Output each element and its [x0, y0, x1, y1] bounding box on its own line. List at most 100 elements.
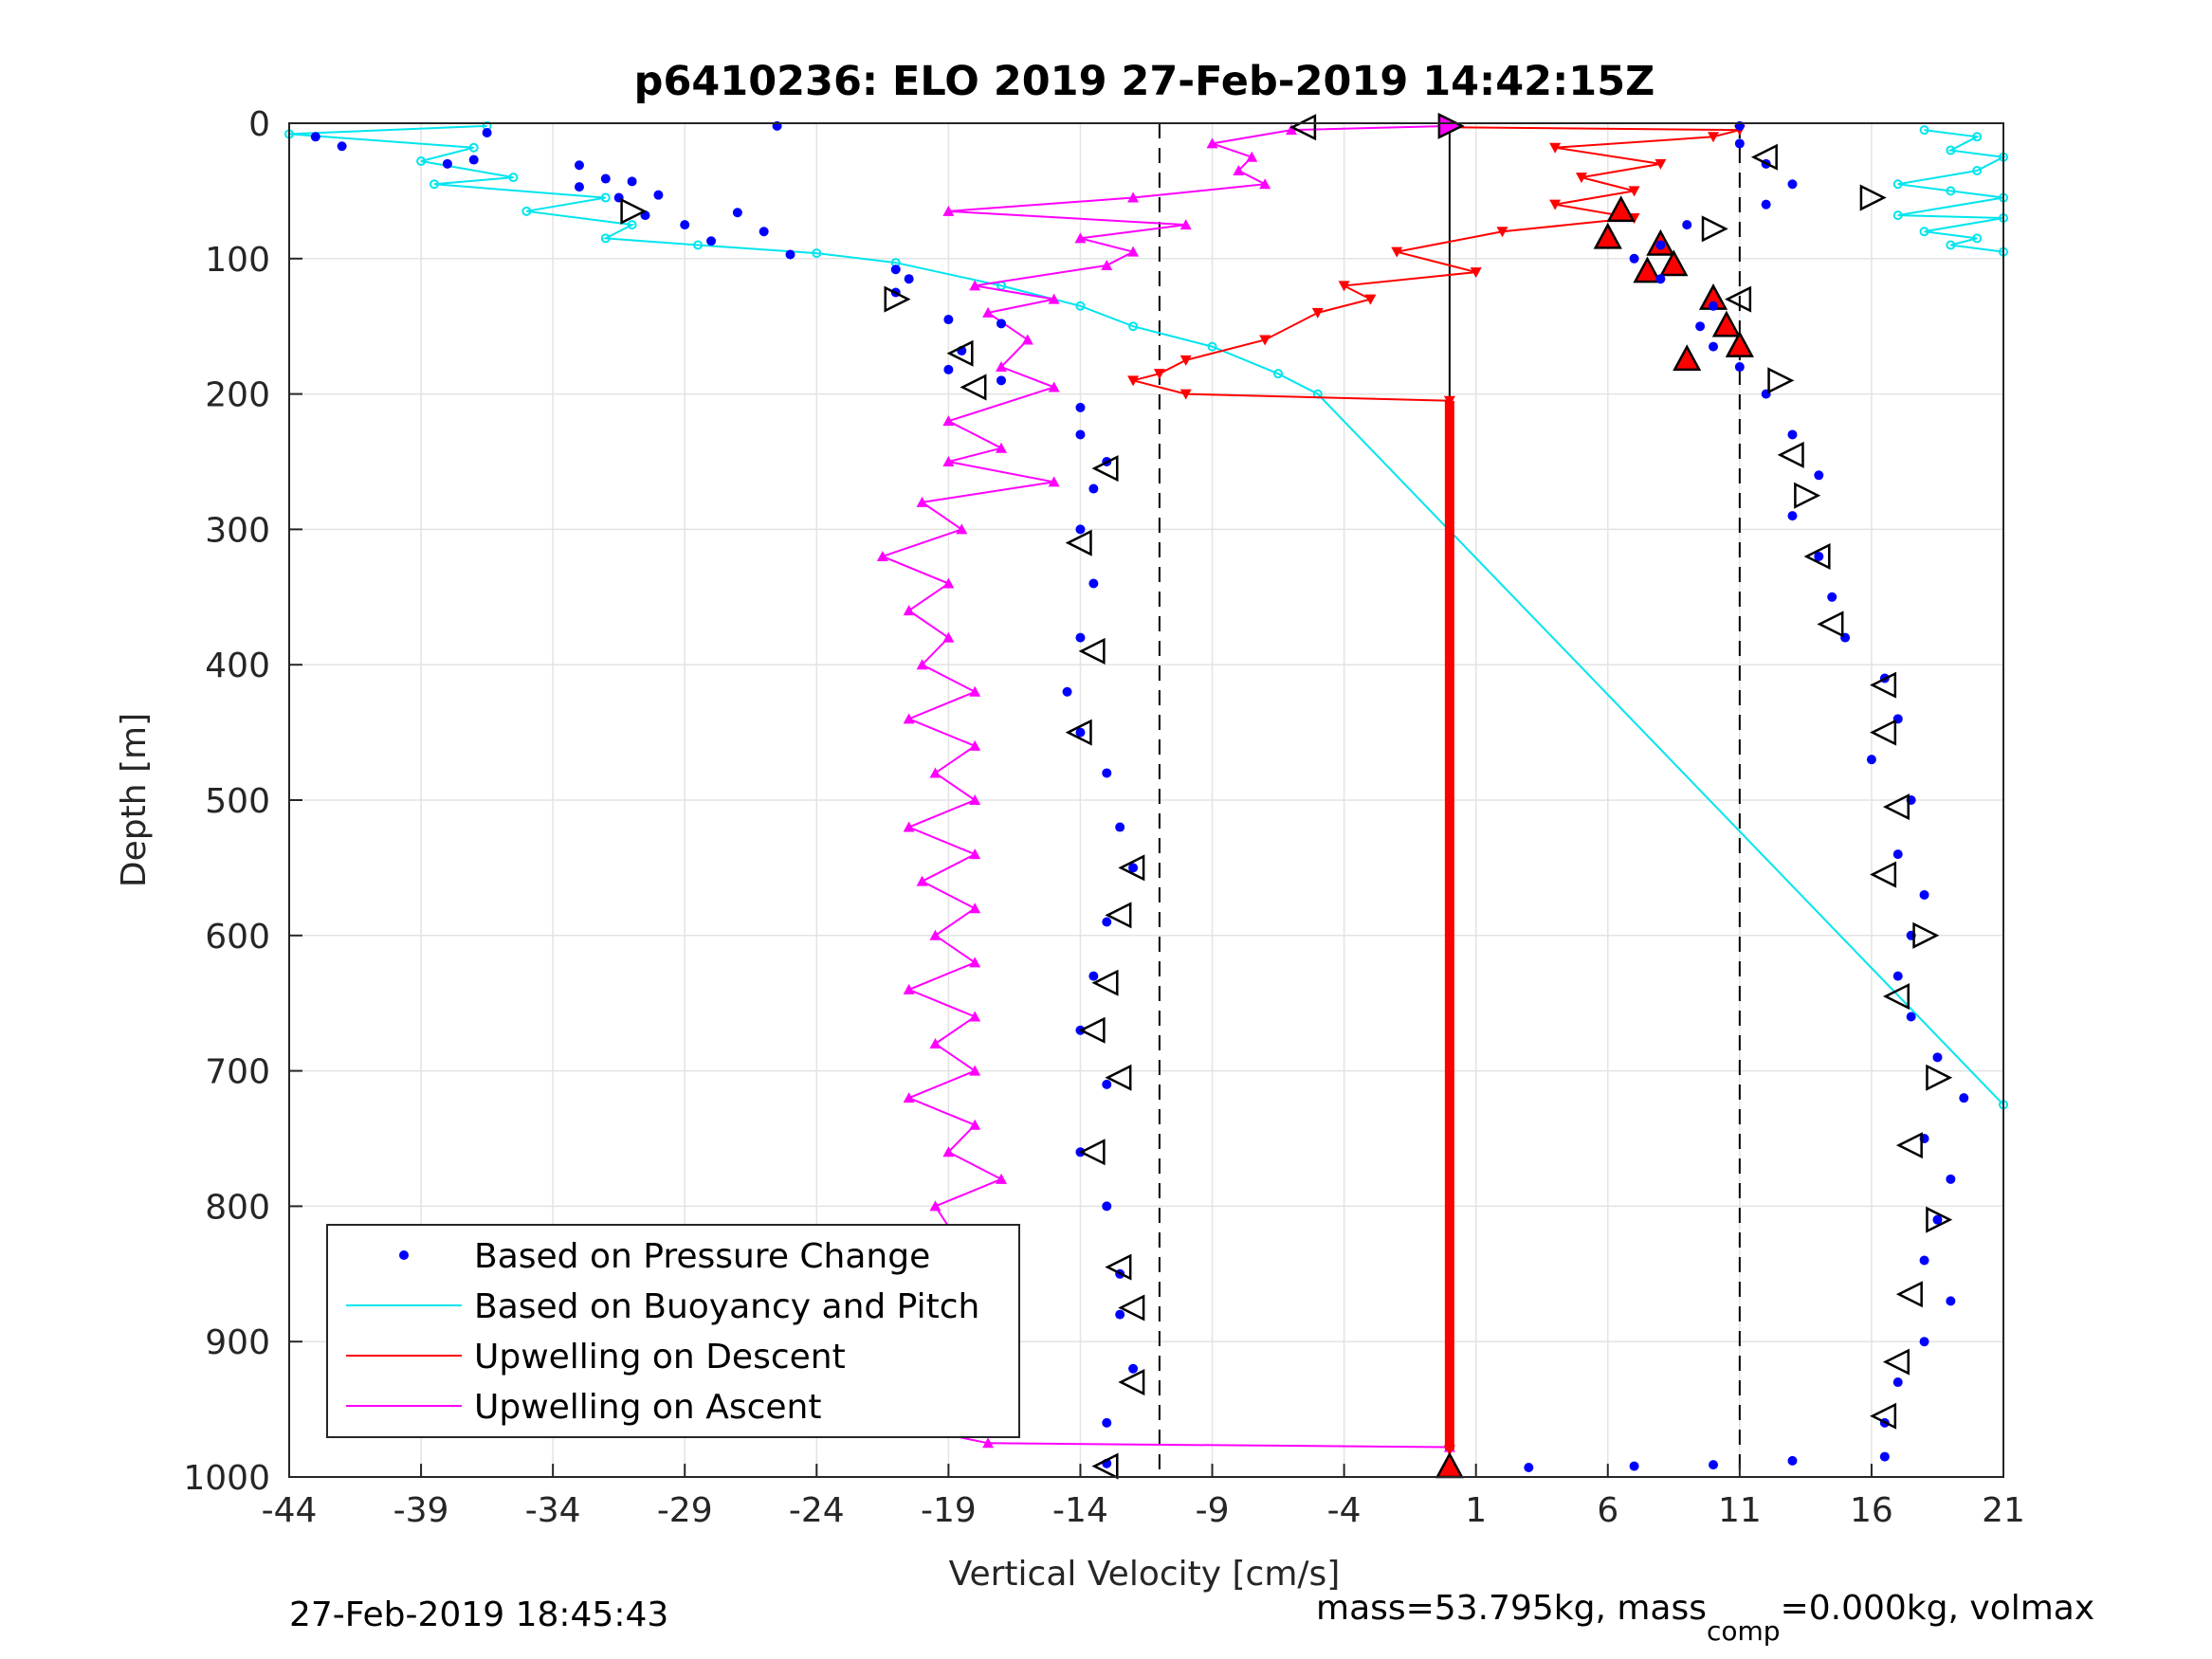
pressure-change-point	[1787, 1455, 1798, 1466]
buoyancy-surface-point	[1972, 132, 1983, 142]
pressure-change-point	[1102, 1417, 1112, 1428]
direction-marker	[1078, 1016, 1106, 1044]
direction-marker	[1926, 1064, 1953, 1091]
legend-entry-pressure: Based on Pressure Change	[399, 1237, 930, 1276]
pressure-change-point	[759, 227, 769, 237]
legend-label: Upwelling on Descent	[474, 1338, 846, 1376]
ascent-upwelling-marker	[996, 361, 1008, 373]
ascent-upwelling-marker	[903, 821, 915, 832]
pressure-change-point	[890, 264, 901, 275]
pressure-change-point	[680, 220, 690, 230]
pressure-change-point	[1102, 1201, 1112, 1212]
pressure-change-point	[1115, 822, 1125, 832]
x-tick-label: -4	[1327, 1491, 1362, 1530]
pressure-change-point	[653, 190, 664, 200]
direction-marker	[1870, 861, 1897, 888]
legend-label: Upwelling on Ascent	[474, 1388, 821, 1427]
descent-upwelling-large-marker	[1593, 222, 1622, 249]
direction-marker	[1767, 367, 1795, 394]
descent-upwelling-marker	[1127, 375, 1140, 387]
direction-marker	[1118, 1369, 1145, 1396]
pressure-change-point	[1892, 1377, 1903, 1388]
direction-marker	[1105, 1064, 1132, 1091]
y-tick-label: 800	[205, 1188, 270, 1227]
y-tick-label: 500	[205, 782, 270, 821]
direction-marker	[1912, 921, 1940, 949]
direction-marker	[1725, 285, 1752, 313]
pressure-change-point	[1919, 1255, 1929, 1266]
direction-marker	[1065, 719, 1092, 746]
pressure-change-point	[943, 364, 954, 374]
ascent-upwelling-marker	[1285, 124, 1297, 136]
pressure-change-point	[627, 176, 637, 187]
pressure-change-point	[996, 319, 1007, 329]
pressure-change-point	[785, 249, 795, 260]
buoyancy-point	[627, 220, 637, 230]
direction-marker	[960, 374, 987, 401]
y-tick-label: 300	[205, 511, 270, 550]
ascent-upwelling-marker	[929, 767, 941, 778]
direction-marker	[1289, 114, 1317, 141]
ascent-upwelling-marker	[942, 631, 955, 643]
legend-marker-dot	[399, 1250, 409, 1260]
ascent-upwelling-marker	[916, 875, 928, 886]
pressure-change-point	[1088, 971, 1099, 981]
descent-upwelling-marker	[1179, 355, 1192, 366]
direction-marker	[1926, 1206, 1953, 1233]
pressure-change-point	[1946, 1174, 1956, 1184]
direction-marker	[1895, 1132, 1923, 1159]
pressure-change-point	[904, 274, 914, 284]
pressure-change-point	[1524, 1463, 1534, 1473]
x-tick-label: -24	[789, 1491, 845, 1530]
legend-entry-descent: Upwelling on Descent	[346, 1338, 846, 1376]
pressure-change-point	[1787, 429, 1798, 440]
y-tick-label: 0	[248, 105, 270, 144]
ascent-upwelling-marker	[942, 456, 955, 466]
direction-marker	[1118, 1294, 1145, 1322]
series-layer	[284, 112, 2008, 1480]
buoyancy-point	[508, 173, 519, 183]
descent-upwelling-large-marker	[1659, 249, 1689, 277]
descent-upwelling-large-marker	[1633, 256, 1662, 283]
pressure-change-point	[996, 375, 1007, 386]
pressure-change-point	[1075, 727, 1086, 738]
direction-marker	[1803, 542, 1831, 570]
descent-upwelling-marker	[1364, 294, 1377, 305]
ascent-upwelling-marker	[969, 280, 981, 291]
direction-marker	[1105, 902, 1132, 929]
pressure-change-point	[1709, 341, 1719, 352]
x-tick-label: 11	[1718, 1491, 1762, 1530]
buoyancy-surface-point	[1946, 145, 1956, 155]
descent-upwelling-marker	[1391, 246, 1403, 258]
x-tick-label: -44	[262, 1491, 318, 1530]
buoyancy-point	[1128, 321, 1139, 332]
ascent-upwelling-marker	[1074, 232, 1087, 244]
descent-upwelling-dense-band	[1444, 400, 1454, 1450]
direction-marker	[884, 285, 911, 313]
direction-marker	[1882, 793, 1910, 821]
direction-marker	[1065, 529, 1092, 556]
pressure-change-point	[1088, 483, 1099, 494]
x-tick-label: -29	[657, 1491, 713, 1530]
ascent-upwelling-marker	[996, 442, 1008, 453]
pressure-change-point	[1787, 511, 1798, 521]
ascent-upwelling-marker	[942, 1146, 955, 1158]
pressure-change-point	[1075, 632, 1086, 643]
legend-box	[326, 1224, 1020, 1438]
ascent-upwelling-marker	[1206, 137, 1218, 149]
buoyancy-surface-point	[1972, 165, 1983, 175]
ascent-upwelling-marker	[1048, 381, 1060, 392]
descent-upwelling-marker	[1179, 389, 1192, 400]
x-tick-label: -14	[1052, 1491, 1108, 1530]
pressure-change-point	[1827, 592, 1837, 602]
direction-marker	[946, 339, 974, 367]
x-tick-label: 21	[1982, 1491, 2025, 1530]
buoyancy-surface-line	[1897, 129, 2007, 253]
ascent-upwelling-marker	[903, 605, 915, 616]
pressure-change-point	[468, 155, 479, 165]
pressure-change-point	[1075, 524, 1086, 535]
direction-marker	[1870, 671, 1897, 699]
direction-marker	[1091, 455, 1119, 483]
ascent-upwelling-marker	[1259, 178, 1271, 190]
y-tick-label: 200	[205, 376, 270, 415]
